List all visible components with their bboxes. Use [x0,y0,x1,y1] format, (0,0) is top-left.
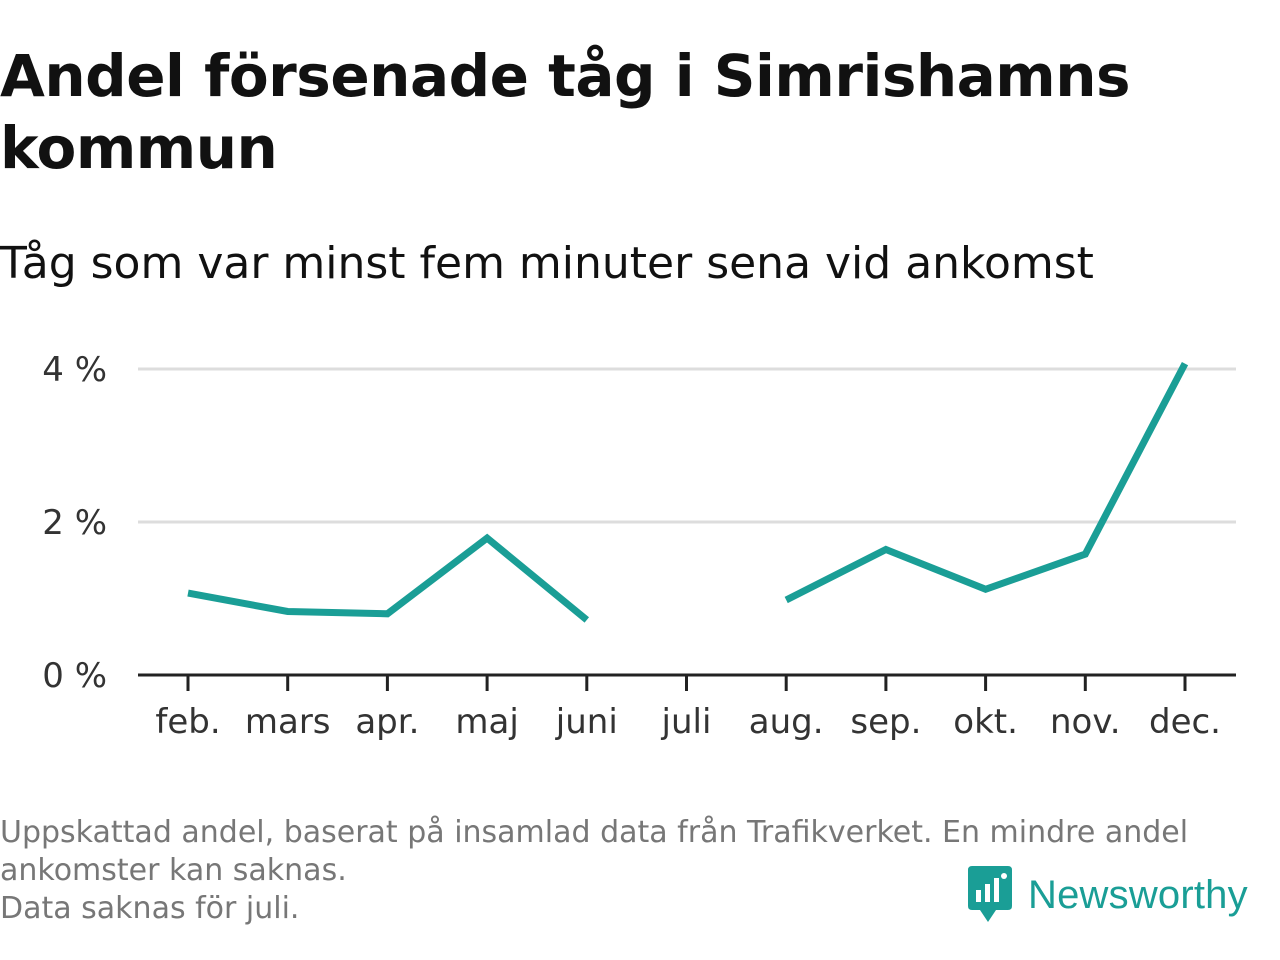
x-tick-label: mars [245,702,331,742]
y-tick-label: 2 % [42,503,107,543]
x-tick-label: juli [661,702,712,742]
series-line [187,533,590,623]
x-tick-labels: feb. mars apr. maj juni juli aug. sep. okt. nov. d… [155,702,1221,742]
x-tick-label: okt. [953,702,1018,742]
x-tick-label: feb. [155,702,220,742]
x-tick-label: sep. [850,702,921,742]
x-tick-label: maj [455,702,518,742]
newsworthy-logo-icon [968,866,1012,922]
x-axis [138,673,1236,691]
y-tick-label: 4 % [42,350,107,390]
footnote-line-2: ankomster kan saknas. [0,853,347,888]
y-tick-labels: 0 % 2 % 4 % [42,350,107,696]
footnote: Uppskattad andel, baserat på insamlad da… [0,814,1270,928]
x-tick-label: aug. [749,702,824,742]
y-tick-label: 0 % [42,656,107,696]
chart-subtitle: Tåg som var minst fem minuter sena vid a… [0,238,1094,289]
line-chart: 0 % 2 % 4 % feb. mars apr. maj juni juli aug. sep… [42,350,1236,742]
footnote-line-3: Data saknas för juli. [0,891,300,926]
footnote-line-1: Uppskattad andel, baserat på insamlad da… [0,815,1189,850]
brand-logo: Newsworthy [964,864,1248,926]
x-tick-label: apr. [355,702,419,742]
grid-layer [138,367,1236,524]
series-lines [187,361,1189,623]
series-line [784,361,1189,604]
brand-name: Newsworthy [1028,872,1248,917]
chart-title: Andel försenade tåg i Simrishamns kommun [0,42,1131,182]
x-tick-label: nov. [1050,702,1121,742]
x-tick-label: dec. [1149,702,1221,742]
x-tick-label: juni [555,702,618,742]
